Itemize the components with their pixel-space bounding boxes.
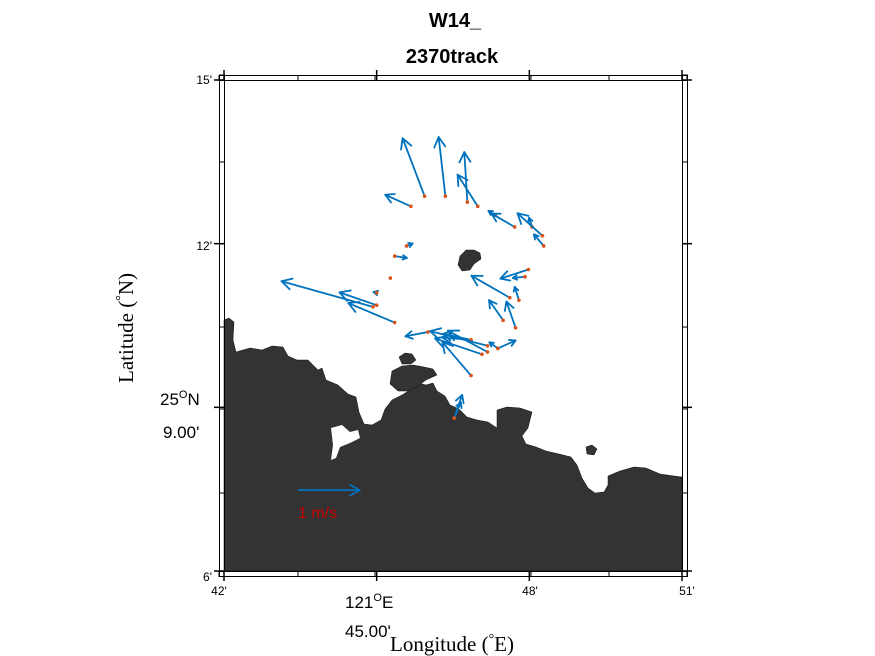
vector-origin-point <box>465 200 470 204</box>
x-degree-mark: O <box>373 592 382 604</box>
vector-arrow <box>499 268 530 282</box>
vector-arrow <box>453 401 463 420</box>
vector-arrow <box>488 299 504 322</box>
vector-origin-point <box>526 267 531 272</box>
vector-origin-point <box>404 244 409 248</box>
island-east <box>585 444 598 456</box>
frame-bar-top <box>218 75 299 81</box>
frame-bar-bottom <box>374 571 532 577</box>
vector-arrow <box>516 212 544 237</box>
frame-bar-top <box>374 75 532 81</box>
vector-origin-point <box>541 244 546 248</box>
vector-arrow <box>458 151 472 203</box>
island-small-south <box>389 364 438 392</box>
vector-arrow <box>511 274 526 281</box>
frame-bars <box>218 74 688 577</box>
land-masses <box>223 249 683 572</box>
y-axis-label: Latitude (°N) <box>114 273 138 383</box>
y-tick-label-900: 9.00' <box>163 423 199 442</box>
vector-origin-point <box>469 373 473 378</box>
vector-arrow <box>393 254 408 261</box>
island-small-north <box>398 352 417 365</box>
vector-arrow <box>496 339 517 350</box>
current-vectors <box>280 136 546 420</box>
vector-origin-point <box>485 350 490 354</box>
vector-origin-point <box>513 325 518 330</box>
vector-arrow <box>446 329 489 353</box>
vector-origin-point <box>374 303 379 308</box>
vector-arrow <box>384 193 412 208</box>
vector-arrow <box>429 327 489 347</box>
x-tick-label-51: 51' <box>679 584 695 598</box>
y-tick-25: 25 <box>160 390 179 409</box>
vector-origin-point <box>392 254 397 258</box>
vector-origin-point <box>523 274 527 279</box>
vector-arrow <box>490 212 516 228</box>
frame-bar-right <box>682 408 688 494</box>
vector-arrow <box>347 300 396 324</box>
scale-arrow-shape <box>297 483 361 497</box>
y-tick-label-6: 6' <box>203 570 212 584</box>
vector-origin-point <box>392 320 397 325</box>
vector-origin-point <box>374 290 379 295</box>
vector-origin-point <box>443 194 448 199</box>
vector-arrow <box>503 300 517 329</box>
vector-origin-point <box>409 204 413 209</box>
x-tick-label-42: 42' <box>211 584 227 598</box>
frame-bar-top <box>608 75 688 81</box>
vector-origin-point <box>512 225 517 229</box>
frame-bar-left <box>219 74 225 163</box>
vector-origin-point <box>485 343 490 348</box>
scale-label: 1 m/s <box>298 505 337 522</box>
axis-ticks <box>214 70 692 581</box>
y-tick-label-12: 12' <box>196 239 212 253</box>
vector-origin-point <box>496 346 500 351</box>
inlet-gap <box>331 425 360 460</box>
vector-arrow <box>456 173 479 208</box>
frame-bar-left <box>219 408 225 494</box>
frame-bar-bottom <box>218 571 299 577</box>
vector-origin-point <box>501 318 505 323</box>
chart-title-line1: W14_ <box>429 10 482 32</box>
vector-origin-point <box>452 416 457 420</box>
y-tick-label-15: 15' <box>196 73 212 87</box>
frame-bar-right <box>682 243 688 328</box>
vector-origin-point <box>480 352 484 357</box>
vector-arrow <box>338 289 378 307</box>
vector-origin-point <box>475 204 480 209</box>
vector-arrow <box>441 341 472 377</box>
vector-arrow <box>533 233 545 247</box>
vector-origin-point <box>507 295 512 300</box>
island-keelung-islet <box>457 249 482 272</box>
mainland-coast <box>223 317 683 572</box>
x-tick-label-121e: 121OE <box>345 592 393 612</box>
vector-origin-point <box>540 234 545 238</box>
x-tick-label-48: 48' <box>522 584 538 598</box>
vector-arrow <box>470 274 511 299</box>
scale-arrow <box>297 483 361 497</box>
vector-origin-point <box>388 276 393 280</box>
vector-arrow <box>404 330 429 340</box>
y-tick-label-25n: 25ON <box>160 389 200 409</box>
vector-arrow <box>433 136 447 198</box>
vector-arrow <box>434 335 483 356</box>
vector-arrow <box>400 137 426 198</box>
vector-origin-point <box>422 194 427 199</box>
x-axis-label: Longitude (°E) <box>390 632 514 656</box>
frame-bar-left <box>219 243 225 328</box>
chart-title-line2: 2370track <box>406 46 499 68</box>
vector-origin-point <box>426 330 430 334</box>
x-tick-e: E <box>382 593 393 612</box>
frame-bar-right <box>682 74 688 163</box>
x-tick-label-4500: 45.00' <box>345 622 391 641</box>
vector-origin-point <box>371 305 375 309</box>
y-degree-mark: O <box>179 389 188 401</box>
vector-arrow <box>512 285 520 302</box>
x-tick-121: 121 <box>345 593 373 612</box>
y-tick-n: N <box>187 390 199 409</box>
vector-origin-point <box>517 298 521 303</box>
frame-bar-bottom <box>608 571 688 577</box>
